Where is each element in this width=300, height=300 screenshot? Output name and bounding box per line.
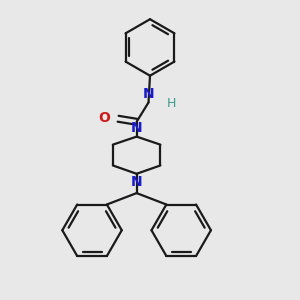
Text: N: N [143,87,154,101]
Text: N: N [131,121,142,135]
Text: O: O [99,111,110,125]
Text: H: H [166,98,176,110]
Text: N: N [131,175,142,189]
